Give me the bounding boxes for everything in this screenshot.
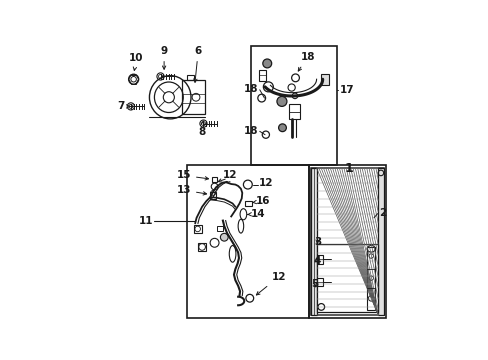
Circle shape bbox=[278, 124, 286, 132]
Text: 18: 18 bbox=[244, 126, 258, 135]
Text: 4: 4 bbox=[313, 256, 321, 266]
Text: 8: 8 bbox=[198, 121, 205, 137]
Text: 10: 10 bbox=[129, 53, 143, 71]
Text: 12: 12 bbox=[259, 178, 273, 188]
Bar bbox=[186, 165, 308, 318]
Bar bbox=[250, 46, 336, 165]
Bar bbox=[289, 104, 299, 120]
Text: 17: 17 bbox=[339, 85, 354, 95]
Text: 12: 12 bbox=[223, 170, 237, 180]
Bar bbox=[244, 201, 251, 206]
Text: 9: 9 bbox=[160, 46, 167, 69]
Text: 7: 7 bbox=[117, 102, 130, 111]
Text: 6: 6 bbox=[193, 46, 202, 82]
Bar bbox=[366, 247, 375, 310]
Bar bbox=[321, 74, 328, 85]
Text: 18: 18 bbox=[244, 84, 258, 94]
Text: 13: 13 bbox=[176, 185, 206, 195]
Text: 15: 15 bbox=[176, 170, 208, 180]
Bar bbox=[308, 165, 386, 318]
Text: 1: 1 bbox=[344, 162, 353, 175]
Bar bbox=[317, 244, 377, 312]
Bar bbox=[259, 69, 265, 81]
Bar bbox=[316, 278, 322, 286]
Bar bbox=[217, 226, 223, 231]
Bar bbox=[310, 168, 316, 315]
Circle shape bbox=[220, 233, 228, 241]
Bar bbox=[187, 75, 193, 80]
Bar bbox=[212, 177, 217, 181]
Text: 12: 12 bbox=[256, 272, 285, 295]
Bar bbox=[316, 255, 322, 264]
Bar bbox=[210, 192, 216, 199]
Text: 5: 5 bbox=[311, 279, 318, 289]
Bar bbox=[193, 225, 201, 233]
Text: 16: 16 bbox=[252, 196, 270, 206]
Bar bbox=[377, 168, 383, 315]
Bar bbox=[310, 168, 383, 315]
Text: 3: 3 bbox=[313, 237, 321, 247]
Circle shape bbox=[262, 59, 271, 68]
Circle shape bbox=[276, 96, 286, 107]
Text: 11: 11 bbox=[138, 216, 153, 226]
Text: 14: 14 bbox=[247, 209, 264, 219]
Bar bbox=[182, 80, 205, 114]
Text: 18: 18 bbox=[298, 52, 314, 71]
Text: 2: 2 bbox=[378, 208, 385, 218]
Bar bbox=[198, 243, 206, 251]
